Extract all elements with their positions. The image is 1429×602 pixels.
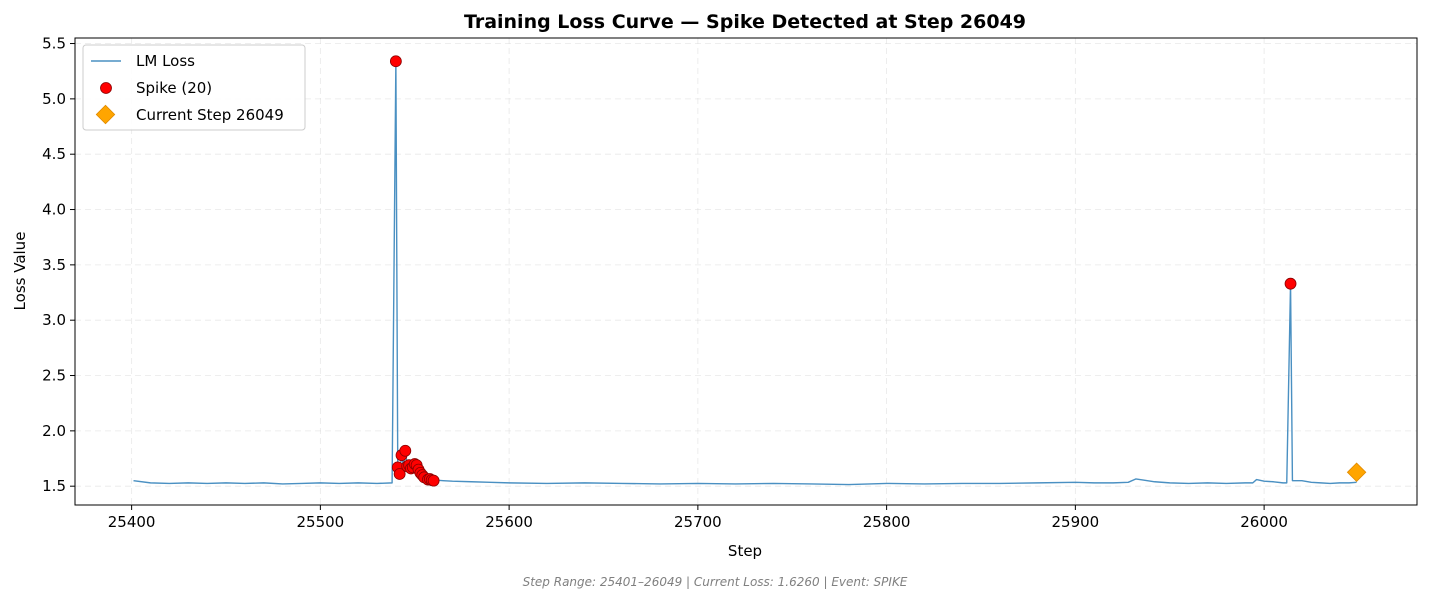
- y-tick-label: 3.0: [42, 311, 66, 329]
- spike-point: [399, 444, 412, 457]
- legend-spike-label: Spike (20): [136, 79, 212, 97]
- x-tick-label: 26000: [1240, 513, 1288, 531]
- current-step-point: [1346, 462, 1367, 483]
- spike-point: [1284, 277, 1297, 290]
- x-tick-label: 25900: [1052, 513, 1100, 531]
- legend: LM Loss Spike (20) Current Step 26049: [82, 44, 306, 131]
- y-tick-label: 2.5: [42, 367, 66, 385]
- footer-info: Step Range: 25401–26049 | Current Loss: …: [523, 575, 908, 589]
- chart-title: Training Loss Curve — Spike Detected at …: [464, 11, 1026, 33]
- series-line-lm-loss: [133, 60, 1357, 486]
- x-tick-label: 25400: [108, 513, 156, 531]
- legend-current-label: Current Step 26049: [136, 106, 284, 124]
- y-tick-label: 3.5: [42, 256, 66, 274]
- y-tick-label: 5.5: [42, 35, 66, 53]
- y-axis-ticks: 1.5 2.0 2.5 3.0 3.5 4.0 4.5 5.0 5.5: [42, 35, 75, 495]
- x-tick-label: 25500: [297, 513, 345, 531]
- y-tick-label: 4.5: [42, 145, 66, 163]
- plot-frame: [74, 37, 1418, 506]
- y-axis-label: Loss Value: [11, 232, 29, 311]
- y-tick-label: 5.0: [42, 90, 66, 108]
- x-axis-label: Step: [728, 542, 762, 560]
- x-axis-ticks: 25400 25500 25600 25700 25800 25900 26000: [108, 505, 1288, 531]
- grid-lines: [75, 38, 1417, 505]
- spike-point: [393, 468, 406, 480]
- x-tick-label: 25700: [674, 513, 722, 531]
- spike-point: [389, 55, 402, 68]
- y-tick-label: 2.0: [42, 422, 66, 440]
- x-tick-label: 25600: [485, 513, 533, 531]
- legend-current-swatch: [95, 104, 116, 125]
- legend-spike-swatch: [100, 82, 112, 94]
- series-layer: [133, 60, 1357, 486]
- marker-layer: [389, 55, 1367, 487]
- y-tick-label: 1.5: [42, 477, 66, 495]
- legend-line-label: LM Loss: [136, 52, 195, 70]
- legend-box: [82, 44, 306, 131]
- y-tick-label: 4.0: [42, 201, 66, 219]
- x-tick-label: 25800: [863, 513, 911, 531]
- spike-point: [427, 474, 440, 487]
